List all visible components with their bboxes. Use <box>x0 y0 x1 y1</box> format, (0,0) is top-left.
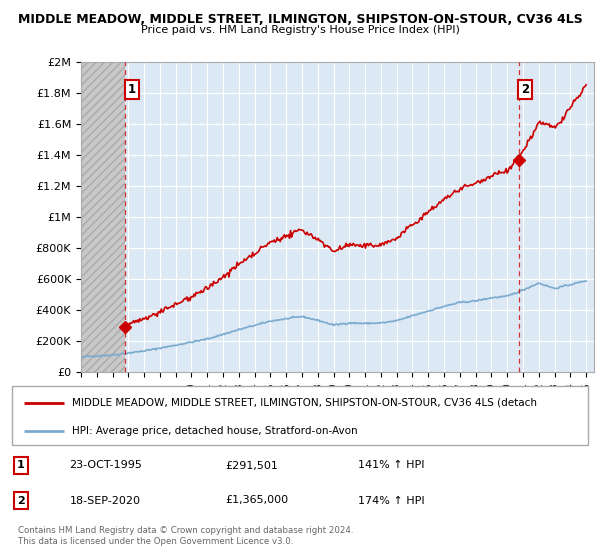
FancyBboxPatch shape <box>12 386 588 445</box>
Text: 141% ↑ HPI: 141% ↑ HPI <box>358 460 424 470</box>
Text: £1,365,000: £1,365,000 <box>225 496 288 506</box>
Text: MIDDLE MEADOW, MIDDLE STREET, ILMINGTON, SHIPSTON-ON-STOUR, CV36 4LS (detach: MIDDLE MEADOW, MIDDLE STREET, ILMINGTON,… <box>73 398 538 408</box>
Text: 1: 1 <box>17 460 25 470</box>
Text: 1: 1 <box>128 83 136 96</box>
Text: HPI: Average price, detached house, Stratford-on-Avon: HPI: Average price, detached house, Stra… <box>73 426 358 436</box>
Text: 23-OCT-1995: 23-OCT-1995 <box>70 460 142 470</box>
Text: MIDDLE MEADOW, MIDDLE STREET, ILMINGTON, SHIPSTON-ON-STOUR, CV36 4LS: MIDDLE MEADOW, MIDDLE STREET, ILMINGTON,… <box>17 13 583 26</box>
Text: Contains HM Land Registry data © Crown copyright and database right 2024.
This d: Contains HM Land Registry data © Crown c… <box>18 526 353 546</box>
Text: 2: 2 <box>17 496 25 506</box>
Text: 2: 2 <box>521 83 529 96</box>
Text: 18-SEP-2020: 18-SEP-2020 <box>70 496 140 506</box>
Text: £291,501: £291,501 <box>225 460 278 470</box>
Text: 174% ↑ HPI: 174% ↑ HPI <box>358 496 424 506</box>
Text: Price paid vs. HM Land Registry's House Price Index (HPI): Price paid vs. HM Land Registry's House … <box>140 25 460 35</box>
